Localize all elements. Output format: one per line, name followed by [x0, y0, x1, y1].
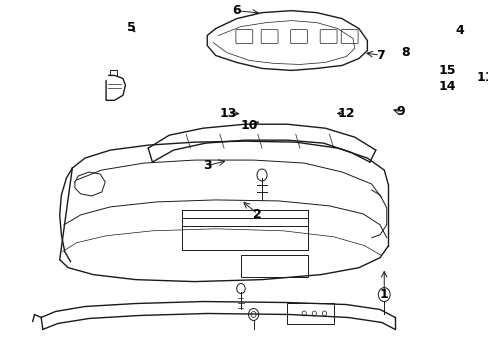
Text: 10: 10: [240, 119, 258, 132]
Text: 6: 6: [232, 4, 241, 17]
Text: 4: 4: [455, 24, 464, 37]
Text: 11: 11: [476, 71, 488, 84]
Text: 3: 3: [203, 159, 211, 172]
Text: 8: 8: [400, 46, 409, 59]
Text: 5: 5: [127, 21, 136, 34]
Bar: [287, 302, 333, 324]
Text: 15: 15: [438, 64, 455, 77]
Text: 12: 12: [337, 107, 354, 120]
Text: 14: 14: [438, 80, 455, 93]
Text: 13: 13: [219, 107, 237, 120]
Text: 1: 1: [379, 288, 388, 301]
Text: 9: 9: [396, 105, 405, 118]
Bar: [241, 255, 308, 276]
Text: 2: 2: [253, 208, 262, 221]
Text: 7: 7: [375, 49, 384, 62]
